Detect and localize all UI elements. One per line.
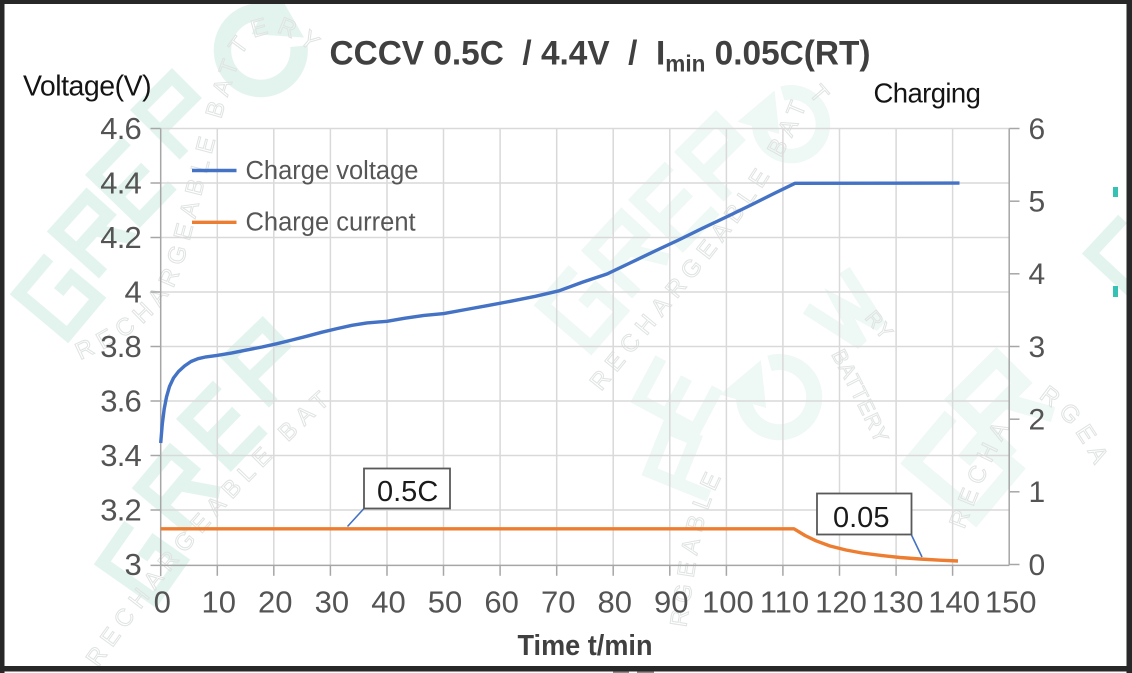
svg-text:4.2: 4.2 — [100, 220, 141, 255]
svg-text:4: 4 — [125, 275, 142, 310]
svg-text:150: 150 — [985, 585, 1037, 620]
svg-text:100: 100 — [702, 585, 754, 620]
svg-text:4.4: 4.4 — [100, 166, 141, 201]
svg-text:0.05: 0.05 — [833, 502, 889, 534]
svg-text:80: 80 — [597, 585, 631, 620]
svg-text:Time t/min: Time t/min — [518, 630, 653, 662]
svg-text:130: 130 — [872, 585, 924, 620]
svg-text:3: 3 — [125, 547, 141, 582]
svg-text:Charge voltage: Charge voltage — [246, 157, 419, 185]
svg-text:6: 6 — [1029, 113, 1046, 146]
svg-text:3.6: 3.6 — [100, 384, 141, 419]
svg-text:Voltage(V): Voltage(V) — [23, 71, 151, 103]
svg-text:3.2: 3.2 — [100, 493, 141, 528]
svg-text:4: 4 — [1029, 258, 1046, 291]
svg-text:3.8: 3.8 — [100, 329, 141, 364]
svg-text:CCCV 0.5C / 4.4V / Imin 0.0: CCCV 0.5C / 4.4V / Imin 0.05C(RT) — [329, 35, 870, 76]
svg-text:90: 90 — [654, 585, 688, 620]
svg-text:0: 0 — [154, 585, 171, 620]
svg-text:60: 60 — [484, 585, 518, 620]
svg-text:10: 10 — [202, 585, 236, 620]
svg-text:140: 140 — [928, 585, 980, 620]
svg-text:Charging: Charging — [874, 77, 981, 108]
svg-text:120: 120 — [815, 585, 867, 620]
svg-text:2: 2 — [1029, 404, 1046, 437]
svg-text:70: 70 — [541, 585, 575, 620]
svg-text:20: 20 — [258, 585, 292, 620]
svg-text:3: 3 — [1029, 331, 1046, 364]
svg-text:4.6: 4.6 — [100, 111, 141, 146]
svg-text:50: 50 — [428, 585, 462, 620]
svg-text:1: 1 — [1029, 476, 1046, 509]
svg-text:0.5C: 0.5C — [377, 476, 438, 508]
svg-text:3.4: 3.4 — [100, 438, 141, 473]
svg-text:Charge current: Charge current — [246, 209, 416, 237]
svg-text:5: 5 — [1029, 186, 1046, 219]
svg-text:110: 110 — [760, 585, 809, 620]
svg-text:40: 40 — [371, 585, 405, 620]
svg-text:0: 0 — [1029, 549, 1046, 582]
svg-text:30: 30 — [315, 585, 349, 620]
